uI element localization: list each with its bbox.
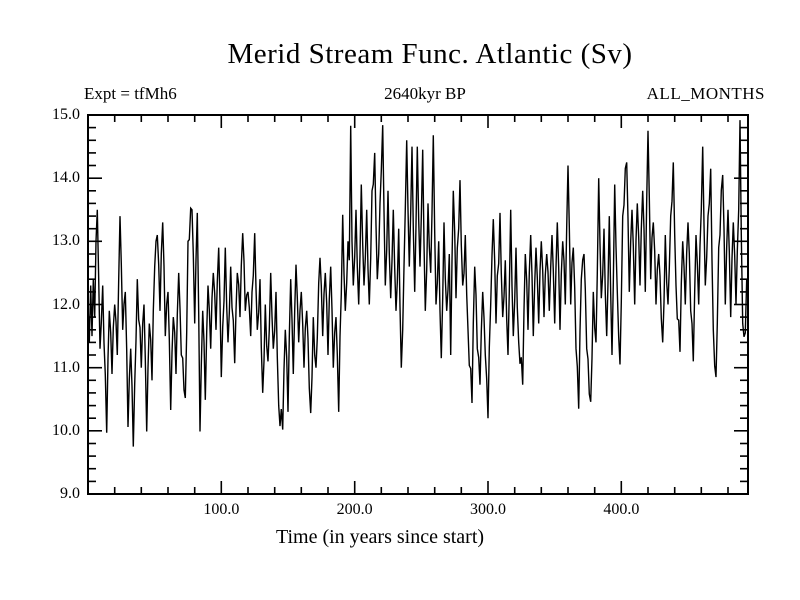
y-tick-label: 15.0 bbox=[52, 106, 80, 123]
y-tick-label: 13.0 bbox=[52, 232, 80, 250]
y-tick-label: 14.0 bbox=[52, 169, 80, 187]
x-axis-title: Time (in years since start) bbox=[275, 526, 485, 548]
months-label: ALL_MONTHS bbox=[646, 84, 765, 103]
x-tick-label: 200.0 bbox=[336, 501, 373, 518]
y-tick-label: 10.0 bbox=[52, 421, 80, 439]
x-tick-label: 300.0 bbox=[470, 501, 506, 518]
x-tick-label: 100.0 bbox=[203, 501, 240, 518]
experiment-label: Expt = tfMh6 bbox=[84, 84, 177, 103]
chart-title: Merid Stream Func. Atlantic (Sv) bbox=[227, 38, 633, 70]
y-tick-label: 9.0 bbox=[60, 485, 80, 502]
x-tick-label: 400.0 bbox=[603, 501, 640, 518]
time-bp-label: 2640kyr BP bbox=[384, 84, 466, 103]
y-tick-label: 11.0 bbox=[52, 358, 80, 376]
series-line bbox=[87, 120, 749, 447]
y-tick-label: 12.0 bbox=[52, 295, 80, 313]
